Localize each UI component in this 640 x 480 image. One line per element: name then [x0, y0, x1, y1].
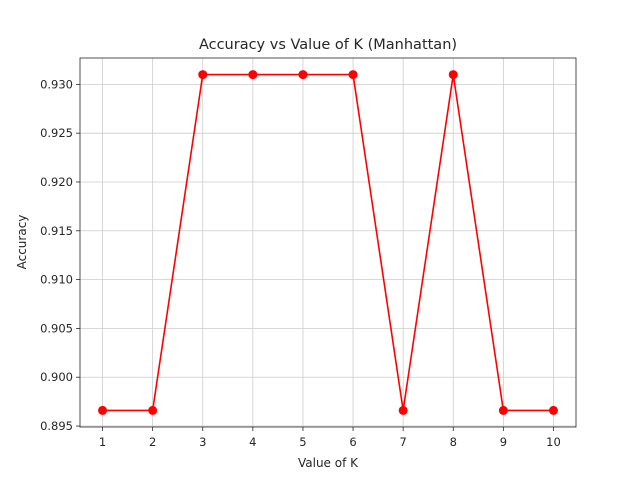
y-tick-label: 0.900 — [40, 370, 73, 384]
x-tick-label: 9 — [500, 435, 507, 449]
data-point — [148, 405, 158, 415]
x-axis-label: Value of K — [298, 456, 359, 470]
data-point — [198, 70, 208, 80]
data-point — [548, 405, 558, 415]
data-point — [98, 405, 108, 415]
y-tick-label: 0.925 — [40, 126, 73, 140]
data-point — [348, 70, 358, 80]
y-tick-label: 0.895 — [40, 419, 73, 433]
x-tick-label: 6 — [349, 435, 356, 449]
y-tick-label: 0.905 — [40, 321, 73, 335]
data-point — [248, 70, 258, 80]
series-layer — [98, 70, 558, 415]
x-tick-label: 4 — [249, 435, 256, 449]
grid-lines — [80, 58, 576, 427]
data-point — [498, 405, 508, 415]
data-point — [298, 70, 308, 80]
x-tick-label: 3 — [199, 435, 206, 449]
plot-area-frame — [79, 57, 577, 428]
x-tick-label: 5 — [299, 435, 306, 449]
x-tick-label: 7 — [399, 435, 406, 449]
y-tick-label: 0.930 — [40, 77, 73, 91]
x-axis-ticks: 1 2 3 4 5 6 7 8 9 10 — [99, 427, 561, 449]
data-point — [448, 70, 458, 80]
y-axis-label: Accuracy — [15, 215, 29, 270]
x-tick-label: 8 — [450, 435, 457, 449]
y-tick-label: 0.920 — [40, 175, 73, 189]
chart-title: Accuracy vs Value of K (Manhattan) — [199, 37, 457, 53]
y-tick-label: 0.915 — [40, 224, 73, 238]
series-line — [102, 73, 554, 412]
y-axis-ticks: 0.895 0.900 0.905 0.910 0.915 0.920 0.925 0.930 — [40, 77, 80, 433]
y-tick-label: 0.910 — [40, 273, 73, 287]
data-point — [398, 405, 408, 415]
x-tick-label: 2 — [149, 435, 156, 449]
x-tick-label: 1 — [99, 435, 106, 449]
x-tick-label: 10 — [546, 435, 561, 449]
